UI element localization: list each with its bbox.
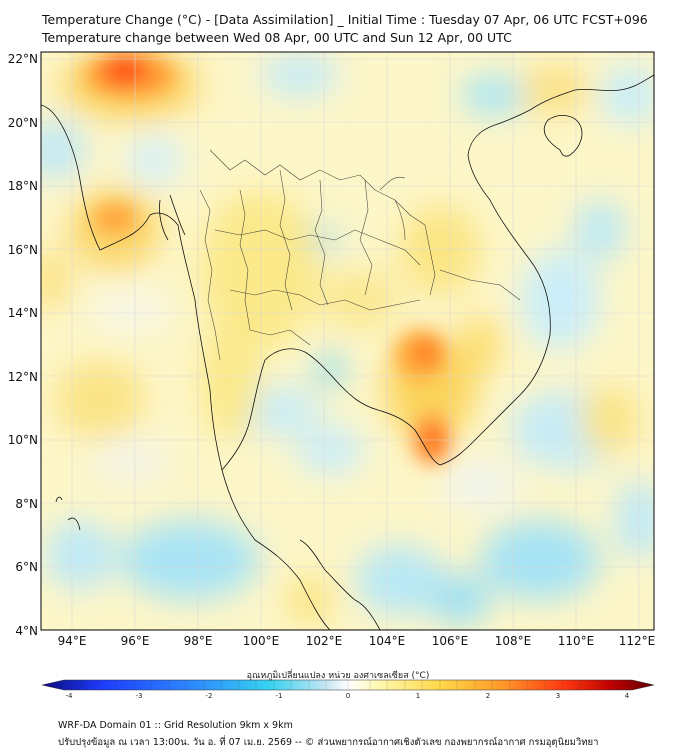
lat-label: 8°N bbox=[15, 497, 38, 511]
lon-label: 106°E bbox=[432, 634, 469, 648]
colorbar bbox=[41, 679, 655, 691]
lon-label: 110°E bbox=[558, 634, 595, 648]
lat-label: 12°N bbox=[8, 370, 38, 384]
lon-label: 100°E bbox=[243, 634, 280, 648]
lat-label: 10°N bbox=[8, 433, 38, 447]
lat-label: 22°N bbox=[8, 52, 38, 66]
coastlines bbox=[41, 74, 654, 630]
colorbar-tick: 2 bbox=[485, 692, 491, 700]
latitude-labels: 22°N 20°N 18°N 16°N 14°N 12°N 10°N 8°N 6… bbox=[8, 52, 38, 638]
colorbar-label: อุณหภูมิเปลี่ยนแปลง หน่วย องศาเซลเซียส (… bbox=[246, 671, 430, 681]
province-borders bbox=[199, 149, 521, 361]
colorbar-tick: -1 bbox=[275, 692, 283, 700]
colorbar-tick: 1 bbox=[415, 692, 421, 700]
footer-model-info: WRF-DA Domain 01 :: Grid Resolution 9km … bbox=[58, 720, 293, 731]
lon-label: 108°E bbox=[495, 634, 532, 648]
lat-label: 20°N bbox=[8, 116, 38, 130]
footer-credit: ปรับปรุงข้อมูล ณ เวลา 13:00น. วัน อ. ที่… bbox=[58, 737, 599, 748]
lon-label: 104°E bbox=[369, 634, 406, 648]
lon-label: 94°E bbox=[58, 634, 87, 648]
colorbar-tick: 0 bbox=[345, 692, 351, 700]
longitude-labels: 94°E 96°E 98°E 100°E 102°E 104°E 106°E 1… bbox=[58, 634, 656, 648]
colorbar-tick: -2 bbox=[205, 692, 213, 700]
colorbar-tick: 4 bbox=[624, 692, 630, 700]
lat-label: 18°N bbox=[8, 179, 38, 193]
lon-label: 102°E bbox=[306, 634, 343, 648]
lon-label: 96°E bbox=[121, 634, 150, 648]
colorbar-tick: 3 bbox=[555, 692, 561, 700]
lat-label: 4°N bbox=[15, 624, 38, 638]
plot-frame bbox=[40, 51, 655, 631]
lon-label: 98°E bbox=[184, 634, 213, 648]
lon-label: 112°E bbox=[619, 634, 656, 648]
map-title: Temperature Change (°C) - [Data Assimila… bbox=[42, 12, 648, 27]
colorbar-tick: -3 bbox=[135, 692, 143, 700]
lat-label: 6°N bbox=[15, 560, 38, 574]
lat-label: 16°N bbox=[8, 243, 38, 257]
lat-label: 14°N bbox=[8, 306, 38, 320]
map-subtitle: Temperature change between Wed 08 Apr, 0… bbox=[42, 30, 512, 45]
colorbar-tick: -4 bbox=[65, 692, 73, 700]
temperature-field bbox=[41, 52, 654, 630]
